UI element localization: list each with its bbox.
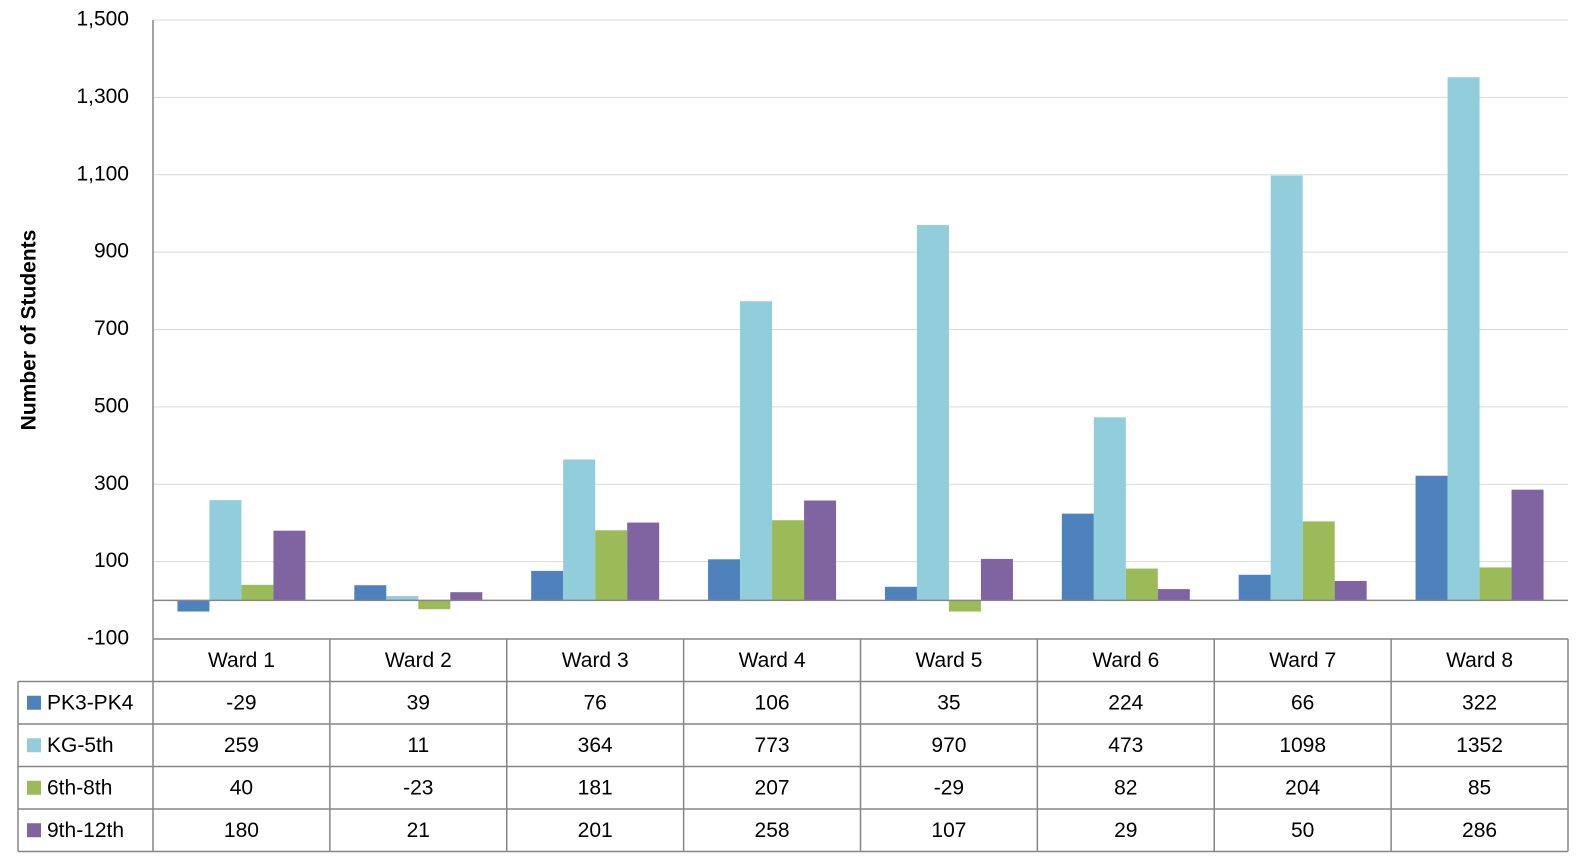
- bar: [1093, 417, 1126, 601]
- bar: [1415, 475, 1448, 601]
- bar: [1302, 521, 1335, 601]
- bar: [916, 225, 949, 601]
- table-value: 201: [578, 819, 613, 842]
- bar: [386, 596, 419, 601]
- bar: [1334, 580, 1367, 601]
- y-tick-label: -100: [87, 627, 129, 650]
- table-value: 29: [1114, 819, 1137, 842]
- legend-label: 6th-8th: [47, 776, 112, 799]
- bar: [1479, 567, 1512, 601]
- table-value: 286: [1462, 819, 1497, 842]
- y-tick-label: 700: [94, 317, 129, 340]
- table-value: 773: [755, 734, 790, 757]
- category-label: Ward 5: [915, 649, 982, 672]
- table-value: -29: [934, 776, 964, 799]
- table-value: 258: [755, 819, 790, 842]
- table-value: 259: [224, 734, 259, 757]
- bar: [1511, 489, 1544, 601]
- legend-label: 9th-12th: [47, 819, 124, 842]
- table-value: 76: [584, 691, 607, 714]
- table-value: 39: [407, 691, 430, 714]
- table-value: -29: [226, 691, 256, 714]
- table-value: 40: [230, 776, 253, 799]
- bar: [1447, 77, 1480, 601]
- bar: [595, 530, 628, 601]
- bar: [804, 500, 837, 601]
- legend-swatch: [27, 695, 41, 710]
- legend-label: KG-5th: [47, 734, 114, 757]
- bar: [980, 558, 1013, 601]
- category-label: Ward 8: [1446, 649, 1513, 672]
- category-label: Ward 7: [1269, 649, 1336, 672]
- table-value: 106: [755, 691, 790, 714]
- table-value: 21: [407, 819, 430, 842]
- bar: [531, 570, 564, 601]
- bar: [740, 301, 773, 601]
- bar: [884, 586, 917, 601]
- y-tick-label: 1,100: [76, 162, 129, 185]
- legend-swatch: [27, 738, 41, 753]
- bar: [1238, 574, 1271, 601]
- bar: [772, 520, 805, 601]
- bar: [1061, 513, 1094, 601]
- category-label: Ward 1: [208, 649, 275, 672]
- legend-label: PK3-PK4: [47, 691, 134, 714]
- y-tick-label: 1,500: [76, 8, 129, 31]
- table-value: 180: [224, 819, 259, 842]
- table-value: 1352: [1456, 734, 1503, 757]
- bar: [1270, 175, 1303, 601]
- bar: [450, 592, 483, 601]
- table-value: 473: [1108, 734, 1143, 757]
- table-value: 322: [1462, 691, 1497, 714]
- category-label: Ward 2: [385, 649, 452, 672]
- bar: [708, 559, 741, 601]
- y-tick-label: 900: [94, 240, 129, 263]
- category-label: Ward 3: [562, 649, 629, 672]
- legend-swatch: [27, 823, 41, 838]
- category-label: Ward 4: [739, 649, 806, 672]
- table-value: 207: [755, 776, 790, 799]
- table-value: 364: [578, 734, 613, 757]
- table-value: 1098: [1279, 734, 1326, 757]
- table-value: 204: [1285, 776, 1320, 799]
- table-value: 11: [407, 734, 429, 757]
- y-tick-label: 100: [94, 549, 129, 572]
- bar: [273, 530, 306, 601]
- bar: [948, 600, 981, 612]
- y-axis-label: Number of Students: [18, 230, 41, 431]
- bar: [209, 500, 242, 601]
- table-value: 82: [1114, 776, 1137, 799]
- bar: [354, 585, 387, 601]
- table-value: 224: [1108, 691, 1143, 714]
- bar: [627, 522, 660, 601]
- bar: [177, 600, 210, 612]
- table-value: 66: [1291, 691, 1314, 714]
- table-value: 970: [931, 734, 966, 757]
- y-tick-label: 1,300: [76, 85, 129, 108]
- table-value: 85: [1468, 776, 1491, 799]
- y-tick-label: 300: [94, 472, 129, 495]
- category-label: Ward 6: [1092, 649, 1159, 672]
- table-value: 181: [578, 776, 613, 799]
- table-value: -23: [403, 776, 433, 799]
- bar: [1157, 589, 1190, 601]
- table-value: 50: [1291, 819, 1314, 842]
- bar: [418, 600, 451, 610]
- table-value: 107: [931, 819, 966, 842]
- table-value: 35: [937, 691, 960, 714]
- legend-swatch: [27, 780, 41, 795]
- bar: [241, 584, 274, 601]
- bar: [563, 459, 596, 601]
- bar: [1125, 568, 1158, 601]
- y-tick-label: 500: [94, 394, 129, 417]
